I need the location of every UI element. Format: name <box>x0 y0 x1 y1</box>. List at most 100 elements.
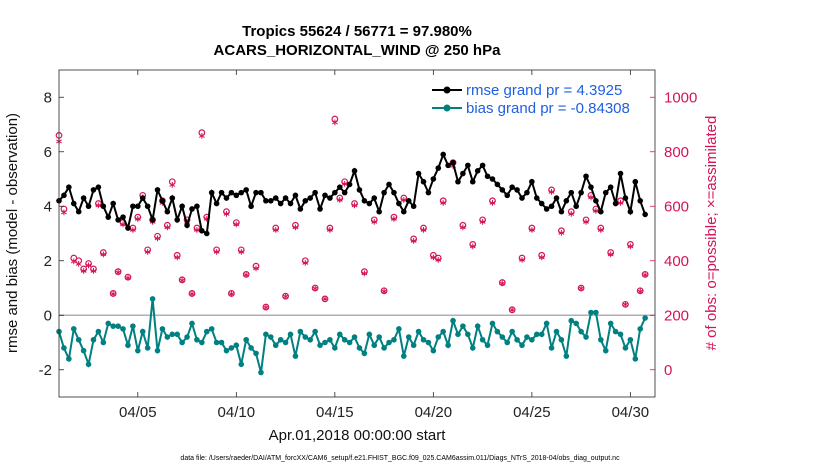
obs-assimilated-marker: * <box>179 276 186 290</box>
rmse-point <box>149 217 156 223</box>
obs-assimilated-marker: * <box>617 198 624 212</box>
obs-possible-marker <box>538 251 546 259</box>
x-tick-label: 04/05 <box>119 404 157 421</box>
rmse-point <box>593 198 599 204</box>
obs-assimilated-marker: * <box>420 225 427 239</box>
rmse-point <box>75 208 82 215</box>
bias-point <box>588 309 594 316</box>
bias-point <box>199 339 205 346</box>
rmse-point <box>396 200 402 207</box>
obs-possible-marker <box>178 276 186 284</box>
rmse-point <box>351 168 358 174</box>
obs-assimilated-marker: * <box>312 284 319 298</box>
bias-point <box>213 339 220 346</box>
obs-assimilated-marker: * <box>622 300 629 314</box>
bias-point <box>543 320 550 327</box>
obs-assimilated-marker: * <box>164 222 171 236</box>
rmse-point <box>583 173 589 180</box>
y-axis-right: 0 200 400 600 800 1000 <box>650 89 697 379</box>
obs-possible-marker <box>331 115 339 123</box>
rmse-point <box>272 195 279 201</box>
rmse-point <box>543 206 550 212</box>
y2-tick-label: 0 <box>664 362 672 379</box>
y2-axis-label: # of obs: o=possible; ×=assimilated <box>703 116 720 351</box>
y-tick-label: 2 <box>44 253 52 270</box>
obs-assimilated-marker: * <box>470 241 477 255</box>
x-tick-label: 04/15 <box>316 404 354 421</box>
obs-possible-marker <box>168 178 176 186</box>
bias-point <box>499 334 506 340</box>
bias-point <box>558 336 565 343</box>
y-axis-label: rmse and bias (model - observation) <box>4 113 21 353</box>
bias-point <box>336 331 343 338</box>
rmse-point <box>169 195 176 201</box>
rmse-point <box>524 189 530 196</box>
obs-assimilated-marker: * <box>238 247 245 261</box>
rmse-point <box>479 162 486 169</box>
obs-possible-marker <box>641 270 649 278</box>
obs-assimilated-marker: * <box>95 201 102 215</box>
bias-point <box>593 309 599 316</box>
obs-assimilated-marker: * <box>440 198 447 212</box>
obs-possible-marker <box>188 290 196 297</box>
bias-point <box>509 328 515 335</box>
rmse-point <box>100 203 107 210</box>
bias-point <box>583 334 589 340</box>
obs-possible-marker <box>301 257 309 265</box>
bias-point <box>440 328 446 335</box>
rmse-point <box>327 195 333 201</box>
bias-point <box>169 331 176 338</box>
bias-point <box>312 328 318 335</box>
y2-tick-label: 400 <box>664 253 689 270</box>
bias-point <box>391 336 397 343</box>
bias-point <box>396 326 402 332</box>
rmse-point <box>371 195 378 201</box>
bias-point <box>430 347 437 354</box>
chart-title: Tropics 55624 / 56771 = 97.980% <box>242 23 472 40</box>
bias-point <box>223 347 230 354</box>
bias-point <box>144 345 151 351</box>
x-axis: 04/05 04/10 04/15 04/20 04/25 04/30 <box>119 70 649 421</box>
obs-assimilated-marker: * <box>342 179 349 193</box>
obs-possible-marker <box>626 240 634 248</box>
obs-possible-marker <box>193 224 201 232</box>
rmse-point <box>484 173 491 180</box>
obs-possible-marker <box>528 224 536 232</box>
rmse-point <box>268 198 274 204</box>
obs-possible-marker <box>163 221 171 229</box>
obs-possible-marker <box>577 284 585 292</box>
bias-point <box>622 345 629 351</box>
rmse-point <box>494 181 501 188</box>
rmse-point <box>366 200 373 207</box>
rmse-point <box>61 192 67 199</box>
obs-possible-marker <box>198 129 206 137</box>
obs-possible-marker <box>434 254 442 262</box>
obs-possible-marker <box>548 186 555 194</box>
obs-assimilated-marker: * <box>169 180 176 194</box>
obs-assimilated-marker: * <box>233 220 240 234</box>
bias-point <box>514 336 520 343</box>
bias-point <box>277 336 284 343</box>
rmse-point <box>553 195 560 201</box>
rmse-point <box>548 203 555 210</box>
bias-point <box>135 347 141 354</box>
x-tick-label: 04/10 <box>218 404 256 421</box>
obs-assimilated-marker: * <box>479 217 486 231</box>
rmse-point <box>317 206 323 212</box>
bias-point <box>494 328 501 335</box>
obs-count-markers: ********************************* *******… <box>55 115 649 319</box>
bias-point <box>307 336 314 343</box>
rmse-point <box>189 206 195 212</box>
obs-assimilated-marker: * <box>411 236 418 250</box>
obs-possible-marker <box>144 246 152 254</box>
obs-assimilated-marker: * <box>115 267 122 281</box>
bias-point <box>70 326 77 332</box>
obs-assimilated-marker: * <box>149 217 156 231</box>
bias-point <box>115 323 121 329</box>
obs-assimilated-marker: * <box>135 214 142 228</box>
rmse-point <box>336 184 343 190</box>
obs-assimilated-marker: * <box>578 284 585 298</box>
obs-assimilated-marker: * <box>282 291 289 305</box>
rmse-point <box>174 217 181 223</box>
obs-assimilated-marker: * <box>90 266 97 280</box>
